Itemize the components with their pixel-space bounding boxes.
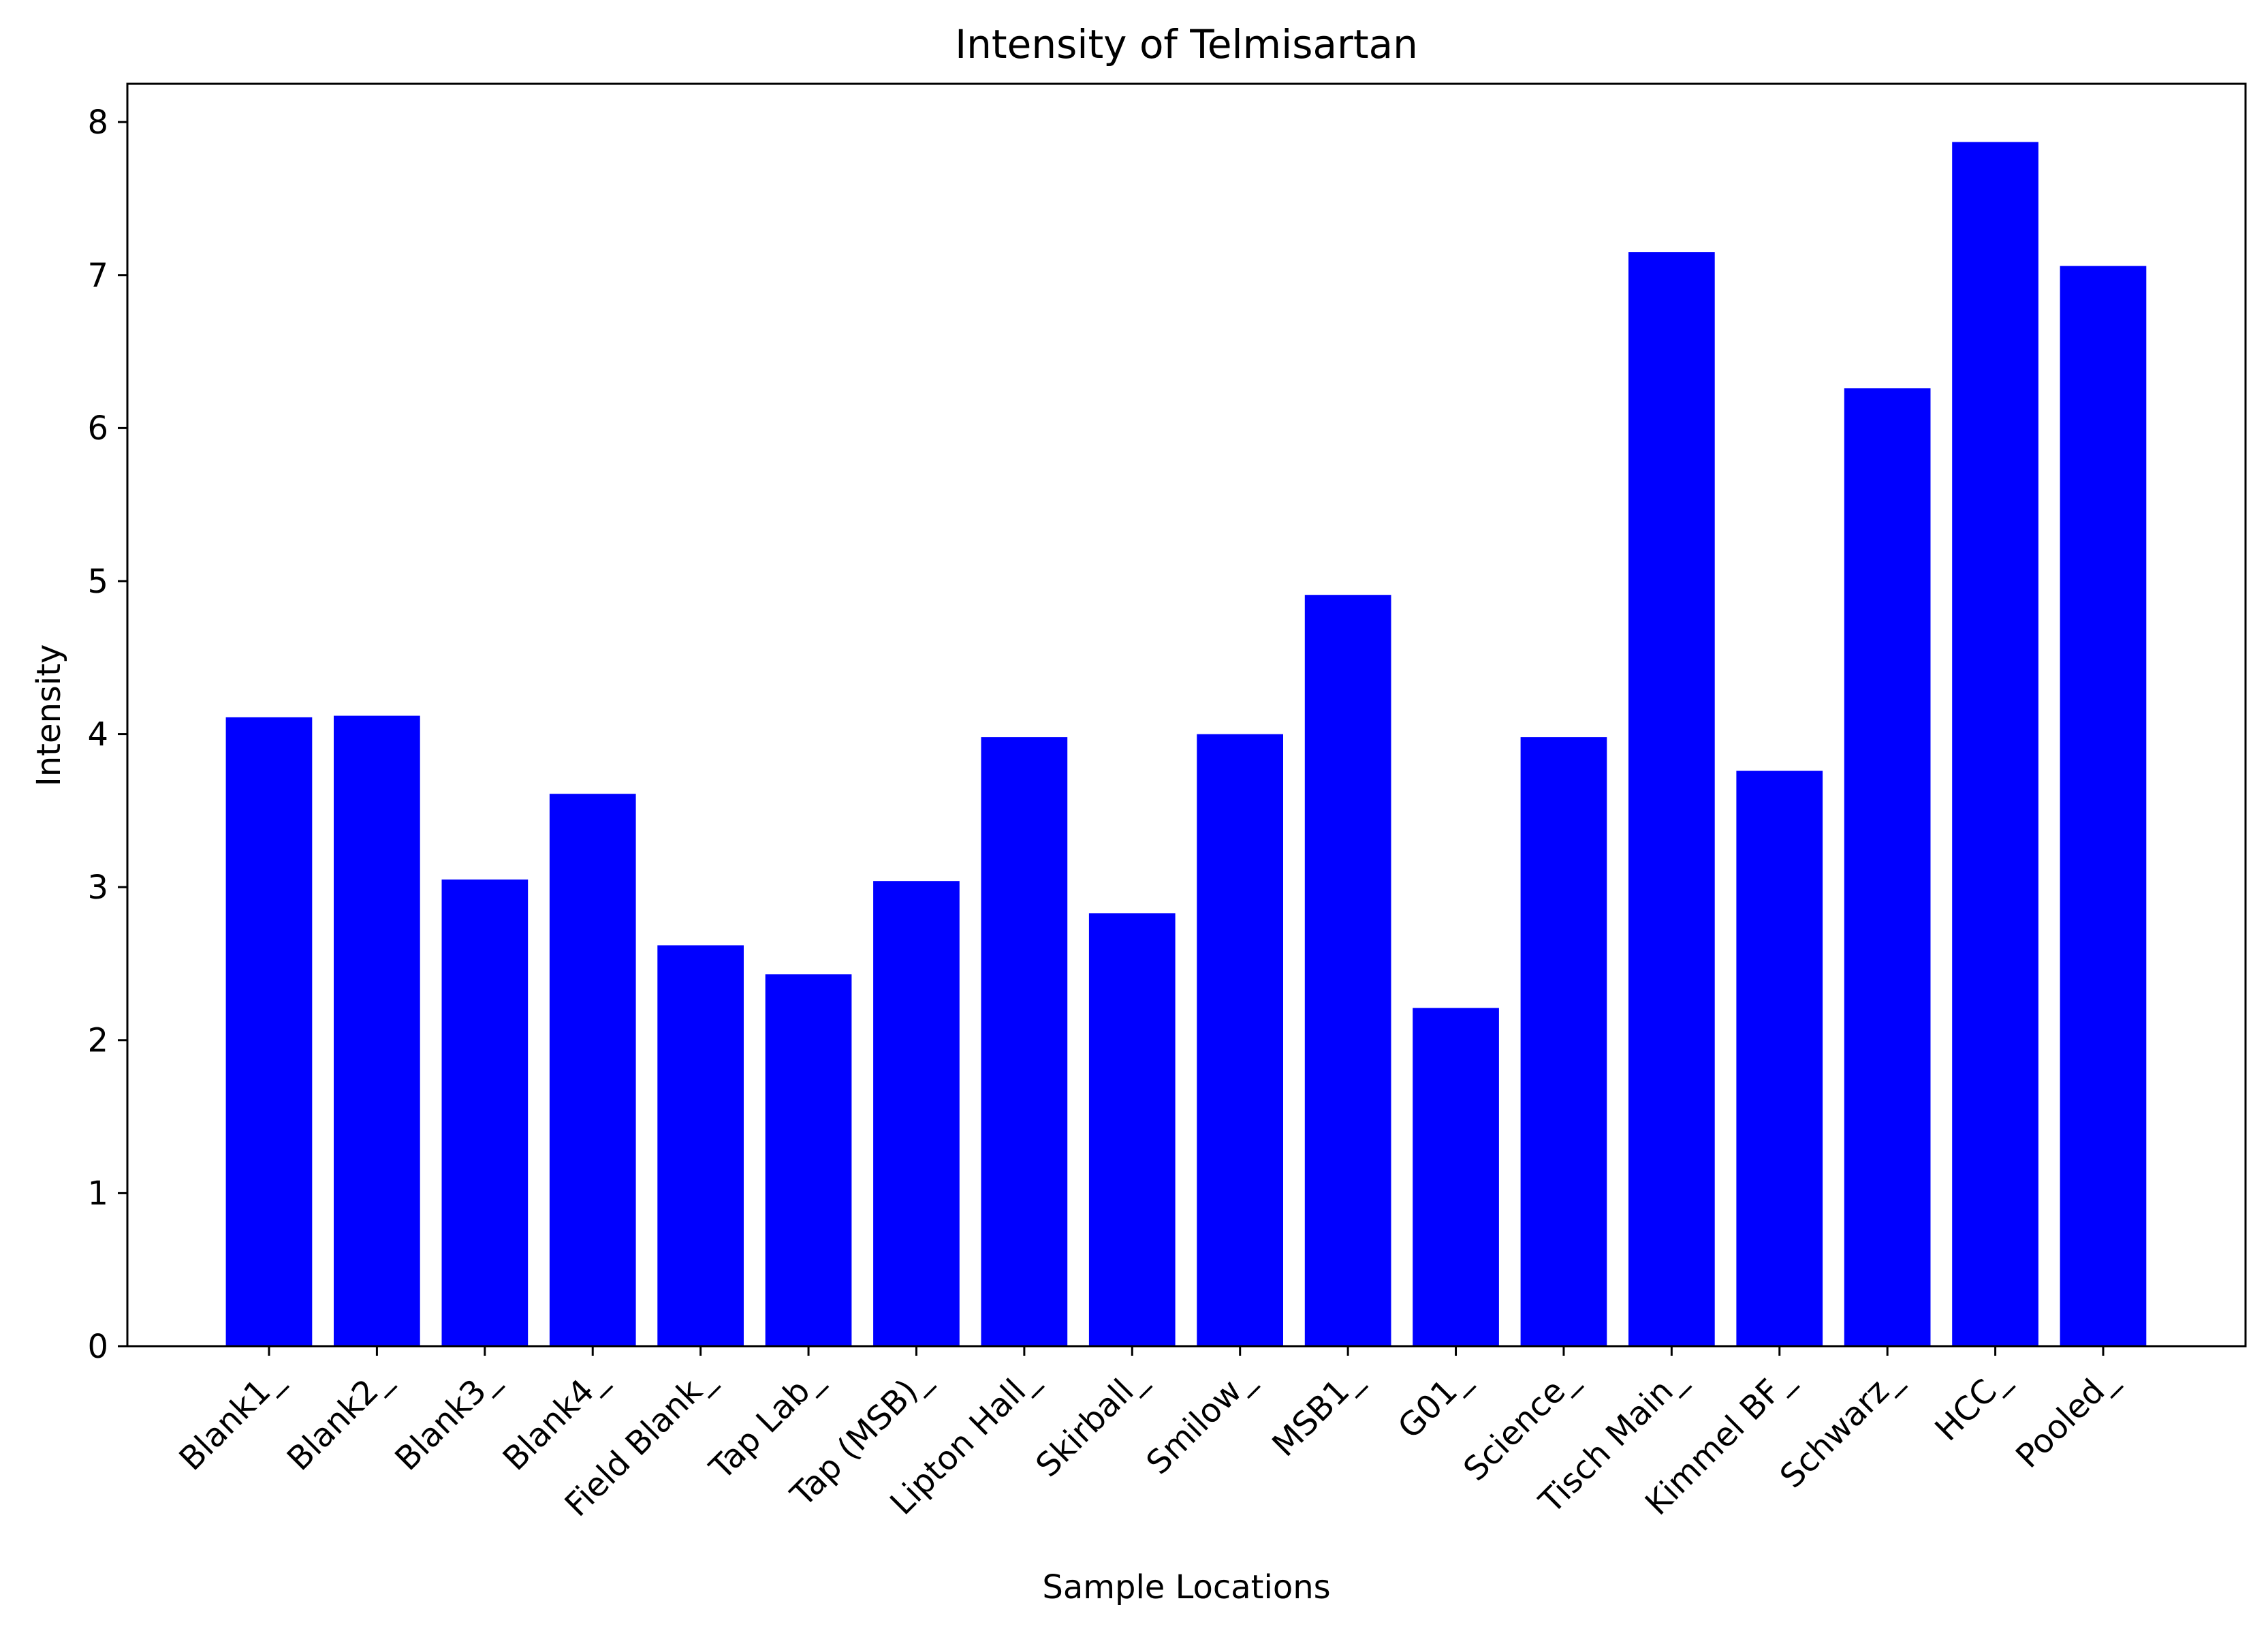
bar (1304, 595, 1391, 1347)
y-tick-label: 3 (87, 869, 108, 907)
bar (1088, 913, 1176, 1346)
bar (334, 715, 420, 1346)
y-tick-label: 5 (87, 563, 108, 601)
y-tick-label: 1 (87, 1175, 108, 1213)
y-axis-ticks: 0 1 2 3 4 5 6 7 8 (87, 104, 127, 1366)
bar (1628, 252, 1715, 1347)
bar (1413, 1008, 1499, 1346)
y-axis-label: Intensity (30, 644, 68, 787)
bar (657, 945, 744, 1346)
bar (873, 881, 960, 1346)
bar (981, 737, 1068, 1346)
bar (1197, 734, 1283, 1346)
bar (1520, 737, 1607, 1346)
y-tick-label: 0 (87, 1328, 108, 1366)
bar (441, 880, 529, 1346)
y-tick-label: 8 (87, 104, 108, 142)
bar (1952, 142, 2038, 1346)
bar (549, 794, 636, 1346)
bar (1844, 388, 1931, 1346)
y-tick-label: 4 (87, 715, 108, 753)
y-tick-label: 6 (87, 409, 108, 448)
x-axis-label: Sample Locations (1042, 1568, 1330, 1606)
bar (2060, 266, 2147, 1346)
bars-group (225, 142, 2147, 1347)
y-tick-label: 2 (87, 1022, 108, 1060)
y-tick-label: 7 (87, 257, 108, 295)
chart-title: Intensity of Telmisartan (955, 21, 1418, 67)
bar (1736, 771, 1823, 1346)
plot-area-frame (126, 82, 2247, 1348)
bar (765, 974, 852, 1346)
bar (225, 717, 313, 1346)
